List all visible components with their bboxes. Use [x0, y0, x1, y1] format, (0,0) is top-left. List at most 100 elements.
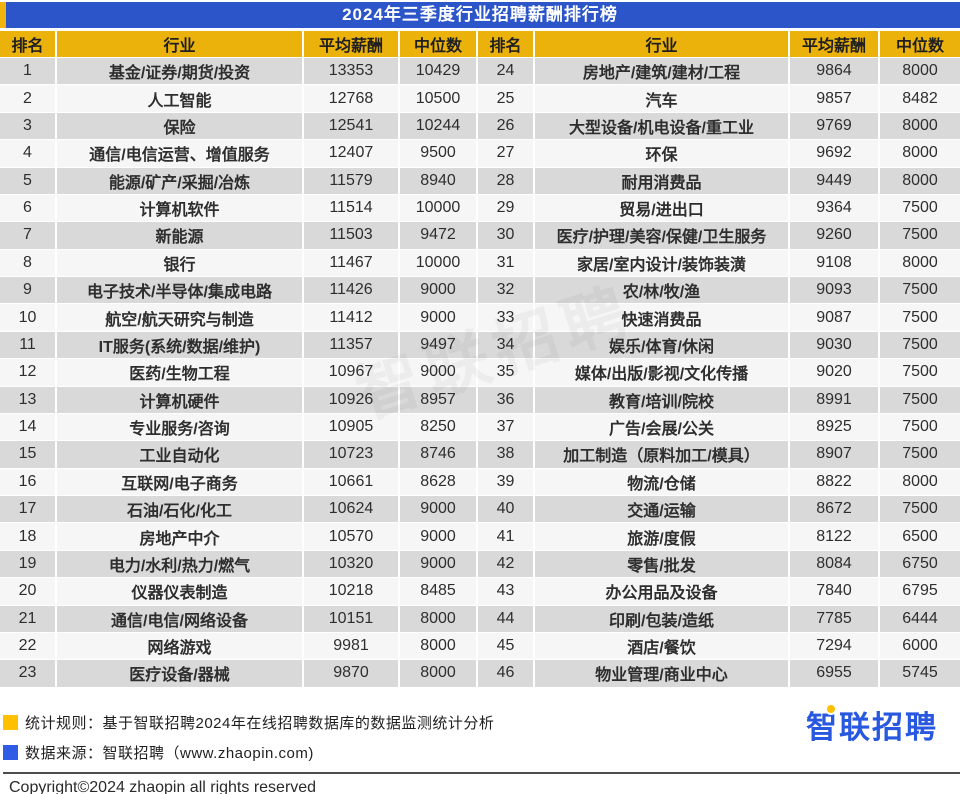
rank-cell: 24 [478, 58, 535, 86]
industry-cell: 通信/电信运营、增值服务 [57, 140, 304, 168]
avg-salary-cell: 8122 [790, 523, 880, 551]
industry-cell: 石油/石化/化工 [57, 496, 304, 524]
median-cell: 9000 [400, 304, 478, 332]
table-row: 6 计算机软件 11514 10000 29 贸易/进出口 9364 7500 [0, 194, 960, 223]
rank-cell: 39 [478, 468, 535, 496]
rank-cell: 36 [478, 386, 535, 414]
rank-cell: 18 [0, 523, 57, 551]
industry-cell: 互联网/电子商务 [57, 468, 304, 496]
rank-cell: 44 [478, 605, 535, 633]
rank-cell: 12 [0, 359, 57, 387]
median-cell: 7500 [880, 331, 960, 360]
avg-salary-cell: 9364 [790, 194, 880, 223]
median-cell: 10000 [400, 194, 478, 223]
industry-cell: 大型设备/机电设备/重工业 [535, 112, 790, 141]
industry-cell: 医药/生物工程 [57, 359, 304, 387]
industry-cell: 物流/仓储 [535, 468, 790, 496]
median-cell: 9000 [400, 523, 478, 551]
column-header-avg-salary: 平均薪酬 [304, 31, 400, 58]
table-row: 18 房地产中介 10570 9000 41 旅游/度假 8122 6500 [0, 523, 960, 551]
table-row: 10 航空/航天研究与制造 11412 9000 33 快速消费品 9087 7500 [0, 304, 960, 332]
median-cell: 8250 [400, 413, 478, 442]
industry-cell: 耐用消费品 [535, 167, 790, 195]
rank-cell: 7 [0, 222, 57, 250]
rank-cell: 27 [478, 140, 535, 168]
industry-cell: 仪器仪表制造 [57, 578, 304, 606]
industry-cell: 电力/水利/热力/燃气 [57, 550, 304, 579]
column-header-rank: 排名 [0, 31, 57, 58]
median-cell: 7500 [880, 277, 960, 305]
median-cell: 8000 [880, 167, 960, 195]
industry-cell: 工业自动化 [57, 441, 304, 469]
footer-divider [3, 771, 960, 774]
column-header-median: 中位数 [880, 31, 960, 58]
avg-salary-cell: 9769 [790, 112, 880, 141]
industry-cell: 农/林/牧/渔 [535, 277, 790, 305]
rank-cell: 28 [478, 167, 535, 195]
rank-cell: 8 [0, 249, 57, 277]
rank-cell: 9 [0, 277, 57, 305]
industry-cell: 快速消费品 [535, 304, 790, 332]
yellow-swatch-icon [3, 714, 18, 730]
avg-salary-cell: 12768 [304, 85, 400, 113]
rank-cell: 11 [0, 331, 57, 360]
rank-cell: 40 [478, 496, 535, 524]
table-row: 23 医疗设备/器械 9870 8000 46 物业管理/商业中心 6955 5745 [0, 660, 960, 688]
avg-salary-cell: 9020 [790, 359, 880, 387]
avg-salary-cell: 6955 [790, 660, 880, 688]
avg-salary-cell: 9864 [790, 58, 880, 86]
median-cell: 10244 [400, 112, 478, 141]
rank-cell: 3 [0, 112, 57, 141]
rank-cell: 32 [478, 277, 535, 305]
stat-rule-text: 统计规则：基于智联招聘2024年在线招聘数据库的数据监测统计分析 [25, 714, 495, 732]
column-header-rank: 排名 [478, 31, 535, 58]
median-cell: 6795 [880, 578, 960, 606]
median-cell: 9500 [400, 140, 478, 168]
rank-cell: 29 [478, 194, 535, 223]
title-accent-strip [0, 2, 6, 28]
industry-cell: 家居/室内设计/装饰装潢 [535, 249, 790, 277]
rank-cell: 22 [0, 632, 57, 661]
logo-dot-icon [825, 702, 837, 715]
page-title-bar: 2024年三季度行业招聘薪酬排行榜 [0, 2, 960, 28]
rank-cell: 17 [0, 496, 57, 524]
industry-cell: 医疗/护理/美容/保健/卫生服务 [535, 222, 790, 250]
table-header-row: 排名 行业 平均薪酬 中位数 排名 行业 平均薪酬 中位数 [0, 31, 960, 58]
median-cell: 8000 [880, 468, 960, 496]
median-cell: 8000 [880, 58, 960, 86]
blue-swatch-icon [3, 744, 18, 760]
salary-table: 排名 行业 平均薪酬 中位数 排名 行业 平均薪酬 中位数 1 基金/证券/期货/… [0, 31, 960, 688]
industry-cell: 加工制造（原料加工/模具） [535, 441, 790, 469]
median-cell: 8940 [400, 167, 478, 195]
table-row: 15 工业自动化 10723 8746 38 加工制造（原料加工/模具） 8907 7500 [0, 441, 960, 469]
rank-cell: 38 [478, 441, 535, 469]
avg-salary-cell: 10926 [304, 386, 400, 414]
median-cell: 9472 [400, 222, 478, 250]
avg-salary-cell: 9449 [790, 167, 880, 195]
legend-data-source: 数据来源：智联招聘（www.zhaopin.com) [3, 742, 960, 763]
avg-salary-cell: 9030 [790, 331, 880, 360]
avg-salary-cell: 12407 [304, 140, 400, 168]
avg-salary-cell: 8084 [790, 550, 880, 579]
column-header-industry: 行业 [535, 31, 790, 58]
table-row: 20 仪器仪表制造 10218 8485 43 办公用品及设备 7840 6795 [0, 578, 960, 606]
table-row: 1 基金/证券/期货/投资 13353 10429 24 房地产/建筑/建材/工程 9864… [0, 58, 960, 86]
median-cell: 7500 [880, 359, 960, 387]
industry-cell: IT服务(系统/数据/维护) [57, 331, 304, 360]
avg-salary-cell: 11357 [304, 331, 400, 360]
table-row: 14 专业服务/咨询 10905 8250 37 广告/会展/公关 8925 7500 [0, 413, 960, 442]
avg-salary-cell: 11579 [304, 167, 400, 195]
rank-cell: 45 [478, 632, 535, 661]
avg-salary-cell: 10320 [304, 550, 400, 579]
rank-cell: 2 [0, 85, 57, 113]
median-cell: 8000 [880, 112, 960, 141]
rank-cell: 10 [0, 304, 57, 332]
rank-cell: 13 [0, 386, 57, 414]
median-cell: 8957 [400, 386, 478, 414]
median-cell: 6750 [880, 550, 960, 579]
legend-stat-rule: 统计规则：基于智联招聘2024年在线招聘数据库的数据监测统计分析 [3, 712, 960, 733]
industry-cell: 航空/航天研究与制造 [57, 304, 304, 332]
industry-cell: 基金/证券/期货/投资 [57, 58, 304, 86]
rank-cell: 19 [0, 550, 57, 579]
rank-cell: 1 [0, 58, 57, 86]
